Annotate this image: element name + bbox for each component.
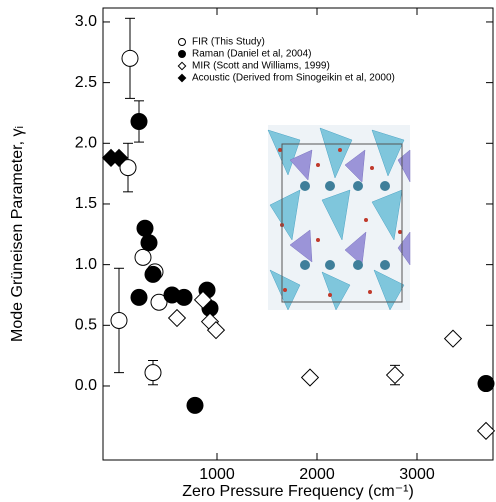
legend-label: Acoustic (Derived from Sinogeikin et al,…	[192, 73, 395, 84]
data-point	[110, 311, 128, 329]
y-tick-label: 1.5	[75, 195, 97, 212]
data-point	[167, 308, 187, 328]
x-tick-label: 2000	[299, 466, 335, 483]
legend-label: FIR (This Study)	[192, 37, 265, 48]
y-tick-label: 1.0	[75, 256, 97, 273]
data-point	[140, 234, 158, 252]
legend-marker	[178, 38, 186, 46]
data-point	[206, 321, 226, 340]
data-point	[193, 290, 213, 309]
data-point	[144, 265, 162, 283]
legend-label: MIR (Scott and Williams, 1999)	[192, 61, 330, 72]
data-point	[477, 375, 495, 393]
data-point	[150, 293, 168, 311]
data-point	[175, 288, 193, 306]
data-point	[130, 288, 148, 306]
data-point	[476, 421, 496, 440]
x-tick-label: 3000	[399, 466, 435, 483]
y-tick-label: 2.5	[75, 74, 97, 91]
inset-tetrahedra	[289, 149, 411, 266]
legend-marker	[177, 73, 187, 83]
data-point	[121, 49, 139, 67]
x-tick-label: 1000	[199, 466, 235, 483]
legend-marker	[178, 50, 186, 58]
legend-label: Raman (Daniel et al, 2004)	[192, 49, 312, 60]
data-point	[300, 368, 320, 387]
y-tick-label: 0.0	[75, 377, 97, 394]
x-axis-label: Zero Pressure Frequency (cm⁻¹)	[182, 483, 414, 500]
data-point	[186, 396, 204, 414]
plot-frame	[102, 7, 494, 461]
y-tick-label: 3.0	[75, 13, 97, 30]
data-point	[385, 365, 405, 385]
y-axis-label: Mode Grüneisen Parameter, γᵢ	[9, 126, 26, 342]
data-point	[144, 364, 162, 382]
data-point	[136, 219, 154, 237]
y-tick-label: 2.0	[75, 135, 97, 152]
legend-marker	[177, 61, 187, 71]
data-point	[134, 248, 152, 266]
inset-structure	[267, 125, 411, 311]
inset-atoms	[300, 181, 390, 270]
data-point	[443, 329, 463, 348]
inset-oxygen	[278, 148, 402, 297]
y-tick-label: 0.5	[75, 317, 97, 334]
data-point	[130, 112, 148, 130]
unit-cell	[281, 143, 403, 303]
inset-polyhedra	[267, 127, 405, 311]
data-point	[109, 148, 129, 167]
data-point	[119, 159, 137, 177]
